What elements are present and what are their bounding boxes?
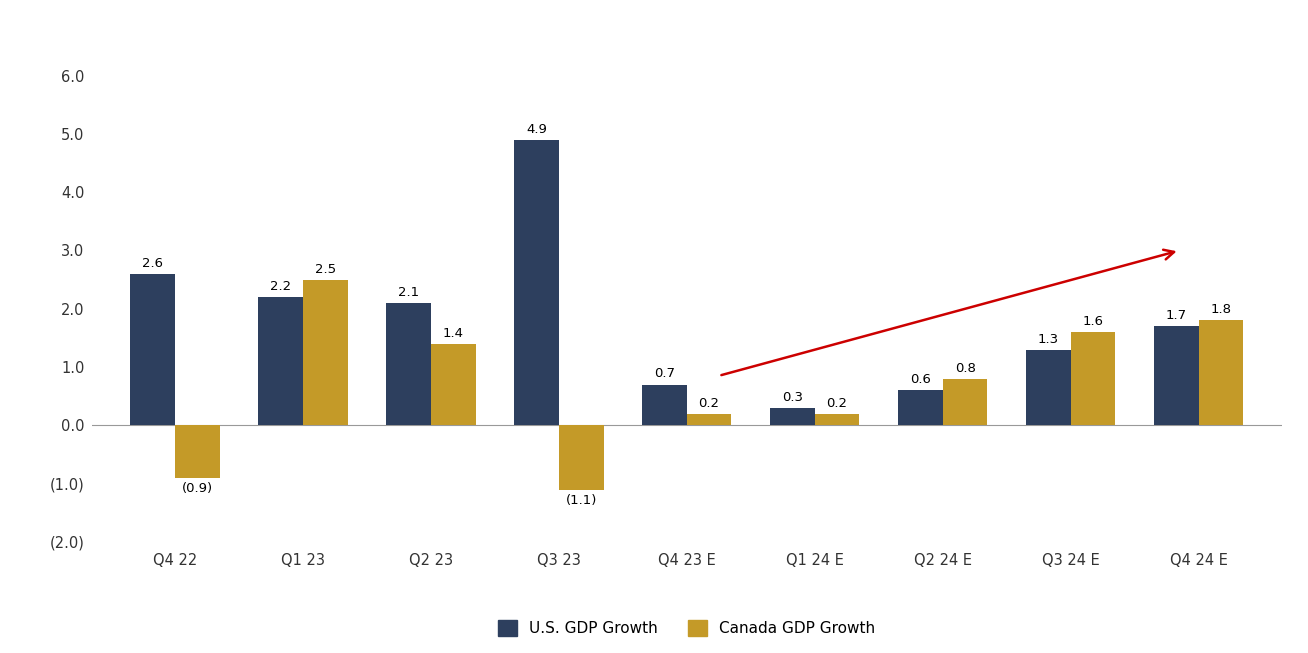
Text: 0.8: 0.8 (955, 362, 976, 375)
Text: 2.1: 2.1 (398, 286, 419, 299)
Text: 1.7: 1.7 (1165, 309, 1186, 322)
Text: 1.8: 1.8 (1210, 304, 1232, 316)
Text: U.S. and Canadian Real GDP growth expected to soften before rebounding in the ba: U.S. and Canadian Real GDP growth expect… (16, 18, 1162, 36)
Bar (770, 408, 815, 425)
Legend: U.S. GDP Growth, Canada GDP Growth: U.S. GDP Growth, Canada GDP Growth (492, 614, 882, 642)
Text: 2.2: 2.2 (269, 280, 290, 293)
Bar (175, 425, 220, 478)
Text: 0.2: 0.2 (698, 396, 719, 409)
Text: 2.6: 2.6 (141, 257, 164, 270)
Bar (514, 140, 559, 425)
Bar (386, 303, 430, 425)
Bar (559, 425, 603, 490)
Text: 1.4: 1.4 (442, 326, 463, 340)
Bar (642, 385, 687, 425)
Bar (815, 414, 859, 425)
Text: 4.9: 4.9 (526, 123, 547, 136)
Bar (430, 343, 476, 425)
Text: 0.2: 0.2 (827, 396, 848, 409)
Text: (1.1): (1.1) (565, 494, 596, 507)
Text: 1.3: 1.3 (1037, 332, 1059, 345)
Bar (943, 379, 988, 425)
Text: 1.6: 1.6 (1083, 315, 1104, 328)
Bar (129, 274, 175, 425)
Bar (897, 390, 943, 425)
Text: 0.6: 0.6 (910, 374, 931, 387)
Text: 0.7: 0.7 (654, 368, 675, 381)
Bar (687, 414, 731, 425)
Bar (1198, 321, 1244, 425)
Text: (0.9): (0.9) (182, 482, 213, 495)
Bar (302, 279, 348, 425)
Text: 0.3: 0.3 (782, 390, 803, 404)
Bar (1071, 332, 1116, 425)
Bar (258, 297, 302, 425)
Bar (1154, 326, 1198, 425)
Text: 2.5: 2.5 (314, 263, 336, 276)
Bar (1025, 349, 1071, 425)
